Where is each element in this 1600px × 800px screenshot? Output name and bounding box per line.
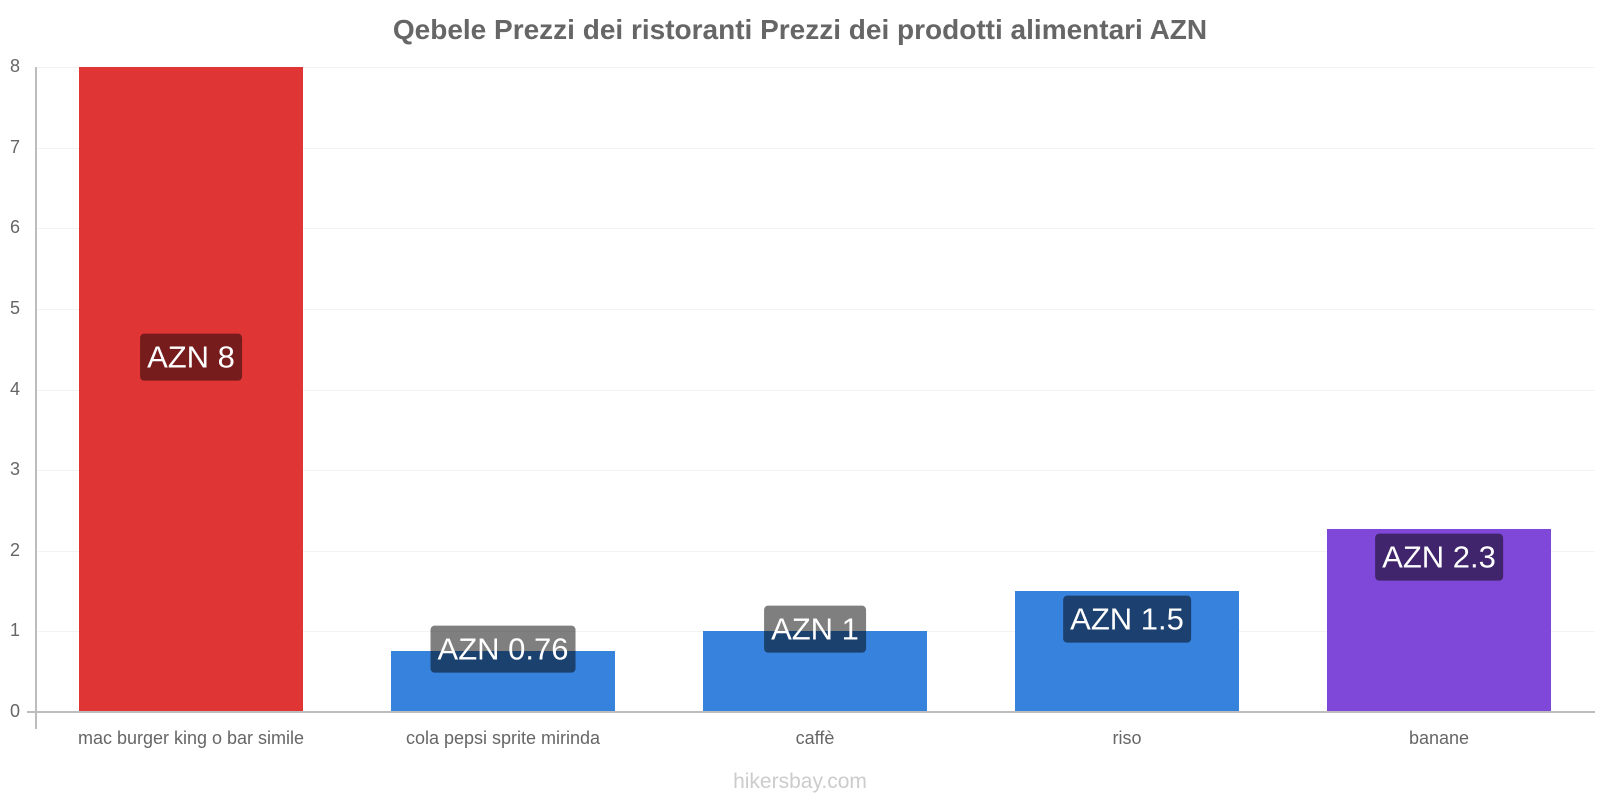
y-tick-label: 4 <box>9 379 20 399</box>
chart-title: Qebele Prezzi dei ristoranti Prezzi dei … <box>392 14 1208 45</box>
y-tick-label: 2 <box>9 540 20 560</box>
bar-value-label: AZN 0.76 <box>430 625 576 673</box>
bar[interactable] <box>79 67 303 712</box>
y-tick-label: 7 <box>9 137 20 157</box>
y-tick-label: 8 <box>9 56 20 76</box>
bar-value-label: AZN 1 <box>764 605 866 653</box>
y-tick-label: 3 <box>9 459 20 479</box>
gridline <box>37 551 1595 552</box>
x-axis-line <box>27 711 1595 713</box>
x-tick-label: banane <box>1408 728 1470 748</box>
gridline <box>37 470 1595 471</box>
gridline <box>37 67 1595 68</box>
y-tick-label: 6 <box>9 217 20 237</box>
bar-value-label: AZN 2.3 <box>1375 533 1503 581</box>
y-axis-line <box>35 67 37 729</box>
x-tick-label: mac burger king o bar simile <box>77 728 305 748</box>
x-tick-label: riso <box>1112 728 1142 748</box>
watermark: hikersbay.com <box>733 770 867 793</box>
y-tick-label: 0 <box>9 701 20 721</box>
bar-value-label: AZN 1.5 <box>1063 595 1191 643</box>
bar-value-label: AZN 8 <box>140 333 242 381</box>
y-tick-label: 1 <box>9 620 20 640</box>
gridline <box>37 390 1595 391</box>
gridline <box>37 148 1595 149</box>
gridline <box>37 228 1595 229</box>
y-tick-label: 5 <box>9 298 20 318</box>
x-tick-label: caffè <box>795 728 835 748</box>
gridline <box>37 309 1595 310</box>
x-tick-label: cola pepsi sprite mirinda <box>405 728 601 748</box>
